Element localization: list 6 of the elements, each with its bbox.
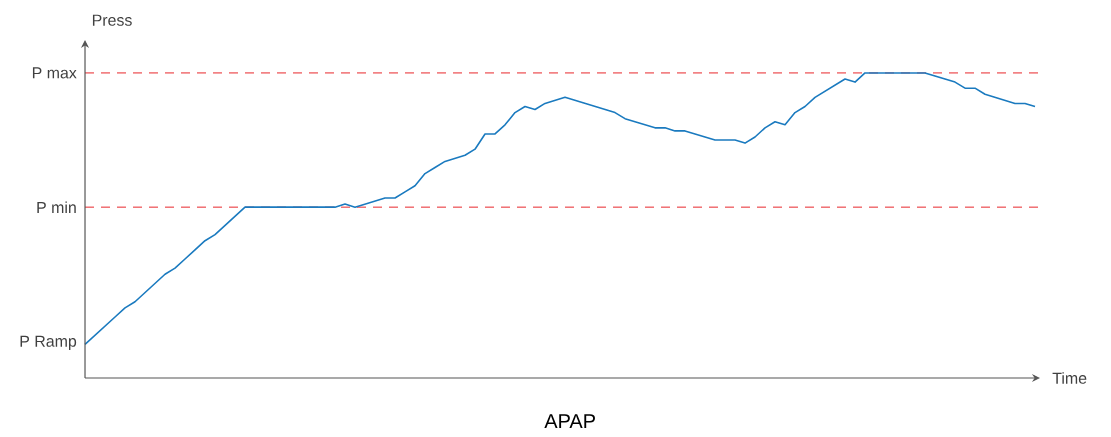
text: P Ramp [20, 335, 77, 350]
y-axis-title: Press [92, 14, 132, 26]
ref-line-label: P min [37, 201, 76, 213]
ref-line-label: P max [32, 67, 77, 79]
text: APAP [544, 414, 595, 428]
x-axis-title: Time [1052, 372, 1087, 384]
